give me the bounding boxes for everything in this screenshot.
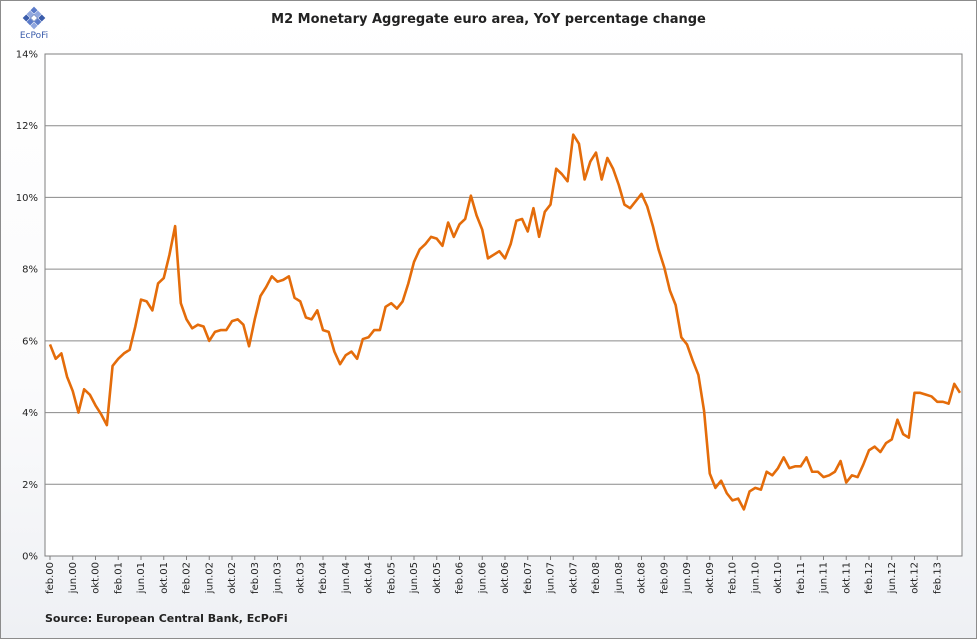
x-tick-label: okt.10 — [773, 562, 784, 594]
x-tick-label: feb.12 — [864, 562, 875, 594]
x-tick-label: okt.03 — [295, 562, 306, 594]
x-tick-label: feb.11 — [796, 562, 807, 594]
x-tick-label: feb.06 — [455, 562, 466, 594]
x-tick-label: feb.02 — [182, 562, 193, 594]
x-tick-label: feb.05 — [386, 562, 397, 594]
y-tick-label: 14% — [16, 50, 38, 61]
y-tick-label: 4% — [22, 408, 38, 419]
x-tick-label: feb.09 — [659, 562, 670, 594]
y-tick-label: 12% — [16, 121, 38, 132]
y-tick-label: 6% — [22, 336, 38, 347]
x-tick-label: feb.01 — [113, 562, 124, 594]
x-tick-label: jun.00 — [68, 562, 79, 594]
x-tick-label: jun.05 — [409, 562, 420, 594]
x-tick-label: jun.06 — [477, 562, 488, 594]
x-tick-label: jun.11 — [819, 562, 830, 594]
x-tick-label: jun.12 — [887, 562, 898, 594]
x-tick-label: okt.01 — [159, 562, 170, 594]
y-tick-label: 10% — [16, 193, 38, 204]
x-tick-label: okt.00 — [91, 562, 102, 594]
x-tick-label: jun.08 — [614, 562, 625, 594]
source-note: Source: European Central Bank, EcPoFi — [45, 612, 288, 625]
x-tick-label: feb.07 — [523, 562, 534, 594]
y-tick-label: 8% — [22, 265, 38, 276]
x-tick-label: okt.04 — [364, 562, 375, 594]
x-tick-label: jun.10 — [750, 562, 761, 594]
x-tick-label: okt.08 — [637, 562, 648, 594]
ecpofi-logo: EcPoFi — [6, 4, 62, 44]
plot-area — [44, 53, 963, 557]
x-tick-label: feb.13 — [932, 562, 943, 594]
x-tick-label: okt.11 — [841, 562, 852, 594]
x-tick-label: jun.02 — [204, 562, 215, 594]
y-tick-label: 2% — [22, 480, 38, 491]
x-tick-label: jun.04 — [341, 562, 352, 594]
x-tick-label: feb.08 — [591, 562, 602, 594]
x-tick-label: jun.01 — [136, 562, 147, 594]
x-tick-label: okt.12 — [910, 562, 921, 594]
x-tick-label: okt.02 — [227, 562, 238, 594]
y-tick-label: 0% — [22, 552, 38, 563]
x-tick-label: jun.03 — [273, 562, 284, 594]
ecpofi-diamond-icon — [22, 6, 46, 30]
logo-text: EcPoFi — [19, 31, 49, 41]
series-line-m2-yoy — [48, 133, 962, 511]
x-tick-label: feb.04 — [318, 562, 329, 594]
x-tick-label: feb.03 — [250, 562, 261, 594]
x-tick-label: okt.05 — [432, 562, 443, 594]
x-tick-label: okt.07 — [568, 562, 579, 594]
x-tick-label: okt.09 — [705, 562, 716, 594]
x-tick-label: jun.09 — [682, 562, 693, 594]
x-tick-label: jun.07 — [546, 562, 557, 594]
chart-title: M2 Monetary Aggregate euro area, YoY per… — [271, 12, 706, 27]
x-tick-label: okt.06 — [500, 562, 511, 594]
x-tick-label: feb.00 — [45, 562, 56, 594]
x-tick-label: feb.10 — [728, 562, 739, 594]
